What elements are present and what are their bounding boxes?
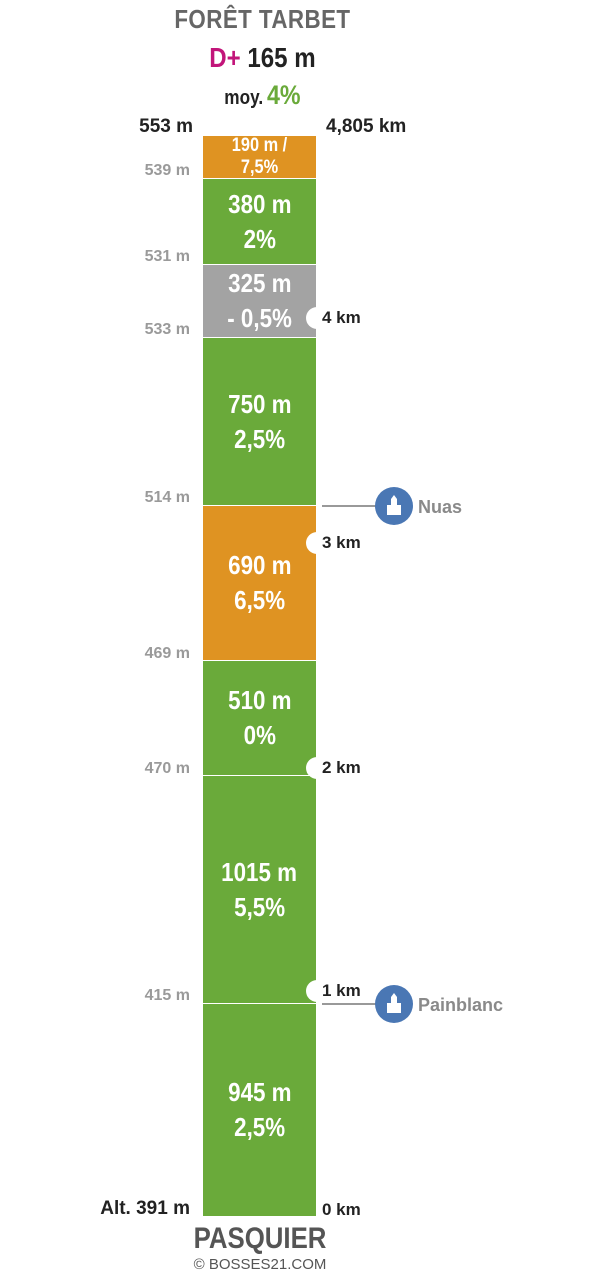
km-marker-2: 2 km [322, 758, 361, 777]
church-icon [375, 985, 413, 1023]
segment-3: 325 m - 0,5% [203, 265, 316, 337]
summit-altitude: 553 m [139, 116, 193, 137]
km-notch [306, 980, 324, 1002]
segment-4-grade: 2,5% [234, 423, 285, 454]
segment-1-label: 190 m / 7,5% [231, 135, 288, 178]
dplus-value: 165 m [247, 42, 316, 73]
segment-6-grade: 0% [243, 720, 276, 750]
segment-5: 690 m 6,5% [203, 506, 316, 660]
segment-8-length: 945 m [227, 1077, 292, 1107]
segment-7-length: 1015 m [221, 856, 298, 887]
altitude-label: 469 m [144, 645, 190, 662]
km-notch [306, 757, 324, 779]
segment-1: 190 m / 7,5% [203, 135, 316, 178]
average-label: moy. [224, 87, 264, 109]
segment-2-grade: 2% [243, 223, 276, 254]
segment-divider [203, 775, 316, 776]
base-altitude: Alt. 391 m [100, 1198, 190, 1219]
km-notch [306, 532, 324, 554]
credit-text: © BOSSES21.COM [193, 1256, 327, 1273]
waypoint-leader-line [322, 505, 378, 507]
segment-7-grade: 5,5% [234, 891, 285, 922]
segment-4-length: 750 m [227, 388, 292, 419]
segment-divider [203, 660, 316, 661]
km-notch [306, 307, 324, 329]
segment-divider [203, 264, 316, 265]
segment-8: 945 m 2,5% [203, 1004, 316, 1216]
altitude-label: 539 m [144, 162, 190, 179]
altitude-label: 415 m [144, 987, 190, 1004]
km-marker-3: 3 km [322, 533, 361, 552]
total-distance: 4,805 km [326, 116, 407, 137]
segment-5-length: 690 m [227, 550, 292, 580]
altitude-label: 531 m [144, 248, 190, 265]
segment-2-length: 380 m [227, 188, 292, 219]
start-location: PASQUIER [193, 1222, 327, 1255]
waypoint-leader-line [322, 1003, 378, 1005]
segment-7: 1015 m 5,5% [203, 776, 316, 1003]
church-icon [375, 487, 413, 525]
segment-divider [203, 337, 316, 338]
segment-3-grade: - 0,5% [227, 303, 292, 333]
segment-2: 380 m 2% [203, 179, 316, 264]
segment-divider [203, 178, 316, 179]
elevation-gain: D+ 165 m [37, 42, 489, 74]
dplus-label: D+ [209, 42, 241, 73]
profile-bar: 190 m / 7,5% 380 m 2% 325 m - 0,5% 750 m… [203, 0, 316, 1280]
waypoint-name-painblanc: Painblanc [418, 995, 504, 1015]
segment-6: 510 m 0% [203, 661, 316, 775]
segment-3-length: 325 m [227, 268, 292, 298]
altitude-label: 514 m [144, 489, 190, 506]
altitude-label: 533 m [144, 321, 190, 338]
segment-6-length: 510 m [227, 685, 292, 715]
segment-divider [203, 1003, 316, 1004]
average-value: 4% [266, 80, 301, 110]
km-marker-0: 0 km [322, 1200, 361, 1219]
waypoint-name-nuas: Nuas [418, 497, 463, 517]
segment-divider [203, 505, 316, 506]
average-grade: moy. 4% [37, 80, 489, 111]
segment-4: 750 m 2,5% [203, 338, 316, 505]
climb-title: FORÊT TARBET [174, 4, 351, 34]
segment-5-grade: 6,5% [234, 585, 285, 615]
km-marker-1: 1 km [322, 981, 361, 1000]
segment-8-grade: 2,5% [234, 1112, 285, 1142]
altitude-label: 470 m [144, 760, 190, 777]
km-marker-4: 4 km [322, 308, 361, 327]
